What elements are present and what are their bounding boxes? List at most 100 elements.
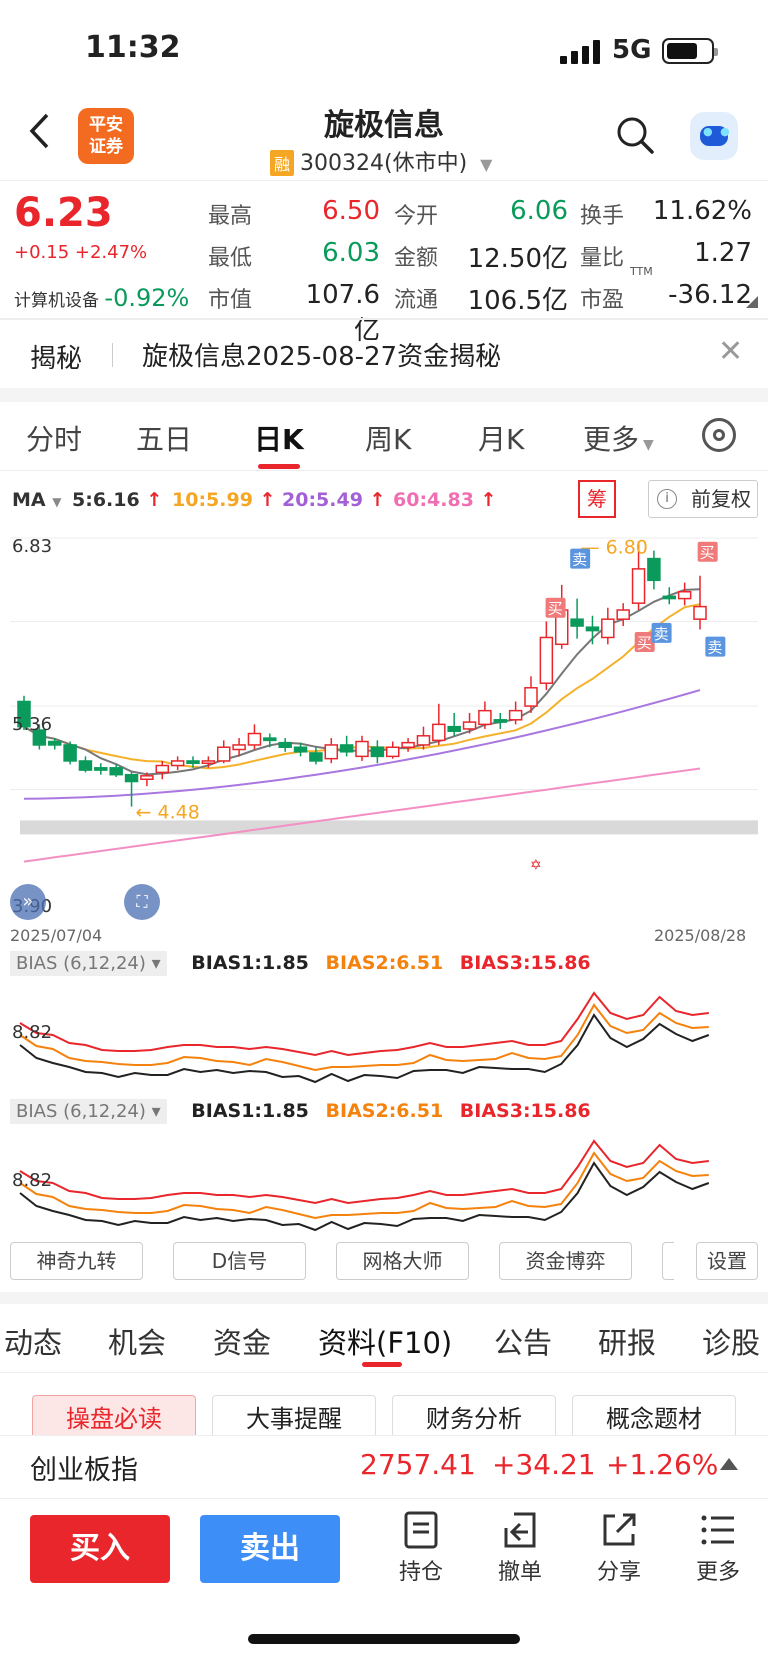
candle-body [124,773,139,783]
buy-signal-badge [697,541,718,562]
positions-button[interactable]: 持仓 [386,1510,456,1586]
tab-monthly-k[interactable]: 月K [478,423,525,456]
candle-body [585,626,600,632]
back-icon[interactable] [28,112,50,160]
network-type: 5G [612,35,652,65]
divider [0,470,768,471]
tab-more-label: 更多 [583,423,640,456]
share-button[interactable]: 分享 [584,1510,654,1586]
price-change: +0.15 +2.47% [14,242,148,263]
stock-code[interactable]: 融 300324(休市中) ▼ [270,145,492,177]
candle-body [508,709,523,721]
positions-label: 持仓 [398,1560,443,1585]
chip-band [20,820,758,835]
notice-tag: 揭秘 [30,344,83,374]
candle-body [78,760,93,771]
chip-distribution-button[interactable]: 筹 [578,480,616,518]
sell-button[interactable]: 卖出 [200,1515,340,1583]
buy-button[interactable]: 买入 [30,1515,170,1583]
up-arrow-icon: ↑ [252,489,276,511]
bias-selector[interactable]: BIAS (6,12,24) ▾ [10,1099,167,1124]
bias-chart-2[interactable] [10,1128,758,1238]
caret-up-icon [720,1458,738,1470]
sell-signal-badge [705,636,726,657]
cancel-order-button[interactable]: 撤单 [485,1510,555,1586]
candle-body [232,744,246,751]
expand-corner-icon[interactable] [746,296,758,308]
quote-value: 1.27 [694,238,752,268]
cellular-signal-icon [560,40,600,64]
tab-news[interactable]: 动态 [4,1326,63,1360]
tab-more[interactable]: 更多 ▼ [583,418,654,458]
candle-body [401,741,415,748]
tab-opportunity[interactable]: 机会 [108,1326,167,1360]
tab-research[interactable]: 研报 [598,1326,657,1360]
candle-body [263,737,277,742]
bias2-line [19,1151,709,1220]
close-icon[interactable]: ✕ [718,334,744,369]
tab-diagnosis[interactable]: 诊股 [702,1326,761,1360]
search-icon[interactable] [615,115,655,155]
ma-label[interactable]: MA ▼ [12,489,61,511]
share-icon [603,1513,636,1546]
tab-daily-k[interactable]: 日K [254,423,304,456]
max-price-label: — 6.80 [581,536,648,558]
tool-d-signal[interactable]: D信号 [173,1242,306,1280]
candle-body [17,700,31,728]
candle-body [339,744,354,753]
tab-announcements[interactable]: 公告 [494,1326,553,1360]
quote-label: 量比 [580,246,625,271]
candle-body [32,729,47,746]
quote-label: 今开 [394,204,439,229]
caret-down-icon: ▼ [643,437,654,453]
tool-magic-nine[interactable]: 神奇九转 [10,1242,143,1280]
quote-value: 107.6亿 [305,280,380,346]
tab-intraday[interactable]: 分时 [26,423,83,456]
candle-body [370,746,385,758]
fullscreen-icon[interactable]: ⛶ [124,884,160,920]
quote-value: 6.50 [322,196,380,226]
more-button[interactable]: 更多 [683,1510,753,1586]
battery-icon [662,38,718,64]
divider [0,318,768,320]
candle-body [293,746,308,753]
candle-body [647,557,661,582]
notice-text[interactable]: 旋极信息2025-08-27资金揭秘 [142,342,502,372]
tab-five-day[interactable]: 五日 [136,423,193,456]
candle-body [493,719,508,723]
tool-partial[interactable] [662,1242,674,1280]
status-time: 11:32 [85,30,181,65]
buy-signal-badge [634,632,655,653]
tool-grid-master[interactable]: 网格大师 [336,1242,469,1280]
up-arrow-icon: ↑ [362,489,386,511]
ai-assistant-icon[interactable] [690,112,738,160]
quote-label: 流通 [394,288,439,313]
tab-capital[interactable]: 资金 [213,1326,272,1360]
bias-selector[interactable]: BIAS (6,12,24) ▾ [10,951,167,976]
tab-weekly-k[interactable]: 周K [365,423,412,456]
bias-chart-1[interactable] [10,980,758,1090]
sector-change[interactable]: 计算机设备 -0.92% [14,284,189,312]
tool-settings[interactable]: 设置 [696,1242,758,1280]
pill-financials[interactable]: 财务分析 [392,1395,556,1443]
cancel-order-label: 撤单 [497,1560,542,1585]
more-label: 更多 [695,1560,740,1585]
tab-f10[interactable]: 资料(F10) [318,1326,453,1360]
section-gap [0,388,768,402]
adjust-mode-button[interactable]: i 前复权 [648,480,758,518]
gear-icon[interactable] [702,418,736,452]
quote-label: 市值 [208,288,253,313]
up-arrow-icon: ↑ [139,489,163,511]
candle-body [155,764,170,774]
expand-left-icon[interactable]: » [10,884,46,920]
candle-body [601,618,615,639]
bias3-value: BIAS3:15.86 [459,1100,591,1122]
index-change: +34.21 [492,1448,596,1481]
section-gap [0,1292,768,1304]
candle-body [216,746,231,762]
ma10-text: 10:5.99 [172,489,253,511]
index-ticker[interactable]: 创业板指 2757.41 +34.21 +1.26% [0,1435,768,1499]
bias-header-2: BIAS (6,12,24) ▾ BIAS1:1.85 BIAS2:6.51 B… [10,1099,591,1124]
tool-capital-game[interactable]: 资金博弈 [499,1242,632,1280]
